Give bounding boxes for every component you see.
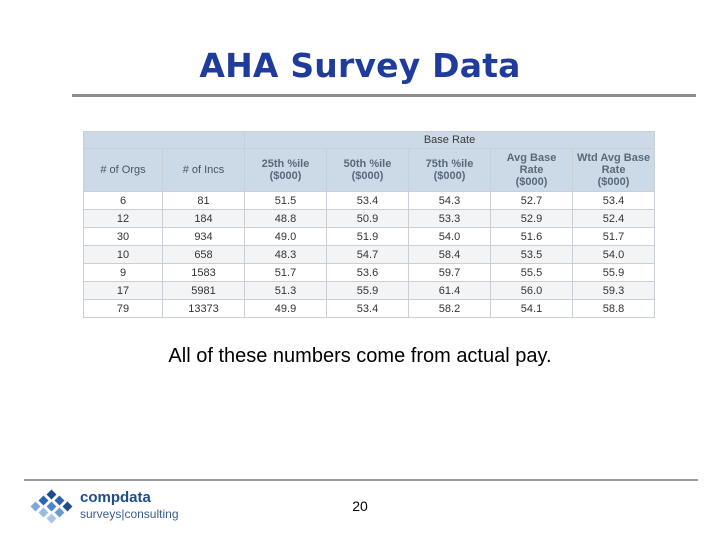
footer-divider xyxy=(24,479,698,481)
table-cell: 934 xyxy=(162,227,245,246)
survey-table: Base Rate # of Orgs # of Incs 25th %ile ($0… xyxy=(83,131,656,318)
table-cell: 54.0 xyxy=(408,227,491,246)
table-cell: 53.6 xyxy=(326,263,409,282)
table-cell: 49.9 xyxy=(244,299,327,318)
table-row: 10 658 48.3 54.7 58.4 53.5 54.0 xyxy=(83,245,656,264)
table-cell: 59.7 xyxy=(408,263,491,282)
table-cell: 54.7 xyxy=(326,245,409,264)
column-header-text: 25th %ile xyxy=(261,158,310,170)
table-cell: 58.2 xyxy=(408,299,491,318)
table-cell: 79 xyxy=(83,299,163,318)
group-header-blank xyxy=(83,131,245,149)
slide-title: AHA Survey Data xyxy=(199,46,521,85)
column-header-text: Rate xyxy=(519,164,544,176)
table-cell: 51.6 xyxy=(490,227,573,246)
column-header-text: ($000) xyxy=(433,170,466,182)
group-header-row: Base Rate xyxy=(83,131,656,149)
table-cell: 48.8 xyxy=(244,209,327,228)
column-header-text: 50th %ile xyxy=(343,158,392,170)
table-cell: 55.5 xyxy=(490,263,573,282)
table-row: 6 81 51.5 53.4 54.3 52.7 53.4 xyxy=(83,191,656,210)
table-cell: 52.9 xyxy=(490,209,573,228)
table-cell: 13373 xyxy=(162,299,245,318)
logo-wordmark: compdata xyxy=(80,489,151,506)
table-cell: 17 xyxy=(83,281,163,300)
column-header: # of Incs xyxy=(162,148,245,192)
table-cell: 49.0 xyxy=(244,227,327,246)
table-cell: 51.7 xyxy=(244,263,327,282)
table-cell: 53.4 xyxy=(326,191,409,210)
table-cell: 55.9 xyxy=(571,263,656,282)
column-header-text: 75th %ile xyxy=(425,158,474,170)
column-header-text: Rate xyxy=(601,164,626,176)
table-cell: 56.0 xyxy=(490,281,573,300)
table-cell: 52.7 xyxy=(490,191,573,210)
table-cell: 58.4 xyxy=(408,245,491,264)
table-cell: 55.9 xyxy=(326,281,409,300)
table-cell: 5981 xyxy=(162,281,245,300)
table-cell: 184 xyxy=(162,209,245,228)
table-cell: 9 xyxy=(83,263,163,282)
table-cell: 81 xyxy=(162,191,245,210)
table-body: 6 81 51.5 53.4 54.3 52.7 53.4 12 184 48.8 50.9 53.3… xyxy=(83,191,656,318)
column-header: # of Orgs xyxy=(83,148,163,192)
table-cell: 54.3 xyxy=(408,191,491,210)
column-header: 50th %ile ($000) xyxy=(326,148,409,192)
table-row: 30 934 49.0 51.9 54.0 51.6 51.7 xyxy=(83,227,656,246)
column-header-text: ($000) xyxy=(269,170,302,182)
table-cell: 54.1 xyxy=(490,299,573,318)
table-row: 17 5981 51.3 55.9 61.4 56.0 59.3 xyxy=(83,281,656,300)
table-cell: 48.3 xyxy=(244,245,327,264)
survey-table-container: Base Rate # of Orgs # of Incs 25th %ile ($0… xyxy=(83,131,656,319)
column-header: Wtd Avg Base Rate ($000) xyxy=(571,148,656,192)
column-header-text: Avg Base xyxy=(506,152,557,164)
table-cell: 51.5 xyxy=(244,191,327,210)
column-header-text: # of Orgs xyxy=(100,164,146,176)
table-cell: 52.4 xyxy=(571,209,656,228)
table-cell: 61.4 xyxy=(408,281,491,300)
table-cell: 53.4 xyxy=(326,299,409,318)
column-header: Avg Base Rate ($000) xyxy=(490,148,573,192)
table-cell: 54.0 xyxy=(571,245,656,264)
column-header: 25th %ile ($000) xyxy=(244,148,327,192)
title-divider xyxy=(72,94,696,97)
compdata-logo: compdata surveys|consulting xyxy=(30,489,190,525)
table-row: 79 13373 49.9 53.4 58.2 54.1 58.8 xyxy=(83,299,656,318)
column-header-text: # of Incs xyxy=(182,164,225,176)
logo-tagline: surveys|consulting xyxy=(80,507,179,521)
table-cell: 30 xyxy=(83,227,163,246)
table-cell: 53.5 xyxy=(490,245,573,264)
table-cell: 51.9 xyxy=(326,227,409,246)
table-cell: 53.3 xyxy=(408,209,491,228)
table-cell: 6 xyxy=(83,191,163,210)
table-cell: 12 xyxy=(83,209,163,228)
page-number: 20 xyxy=(352,498,368,514)
compdata-logo-icon xyxy=(30,489,73,524)
table-cell: 50.9 xyxy=(326,209,409,228)
column-header-row: # of Orgs # of Incs 25th %ile ($000) 50th %i… xyxy=(83,148,656,192)
table-row: 9 1583 51.7 53.6 59.7 55.5 55.9 xyxy=(83,263,656,282)
column-header-text: ($000) xyxy=(515,176,548,188)
table-cell: 58.8 xyxy=(571,299,656,318)
group-header-base-rate: Base Rate xyxy=(243,131,656,149)
column-header-text: Wtd Avg Base xyxy=(576,152,651,164)
column-header-text: ($000) xyxy=(351,170,384,182)
table-cell: 51.7 xyxy=(571,227,656,246)
table-cell: 1583 xyxy=(162,263,245,282)
caption-text: All of these numbers come from actual pa… xyxy=(168,345,552,367)
table-cell: 10 xyxy=(83,245,163,264)
table-cell: 658 xyxy=(162,245,245,264)
column-header: 75th %ile ($000) xyxy=(408,148,491,192)
table-cell: 53.4 xyxy=(571,191,656,210)
table-cell: 51.3 xyxy=(244,281,327,300)
column-header-text: ($000) xyxy=(597,176,630,188)
table-row: 12 184 48.8 50.9 53.3 52.9 52.4 xyxy=(83,209,656,228)
table-cell: 59.3 xyxy=(571,281,656,300)
